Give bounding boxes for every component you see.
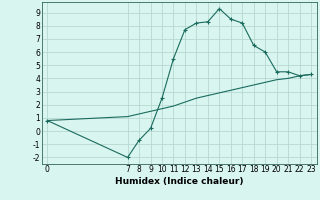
X-axis label: Humidex (Indice chaleur): Humidex (Indice chaleur) (115, 177, 244, 186)
